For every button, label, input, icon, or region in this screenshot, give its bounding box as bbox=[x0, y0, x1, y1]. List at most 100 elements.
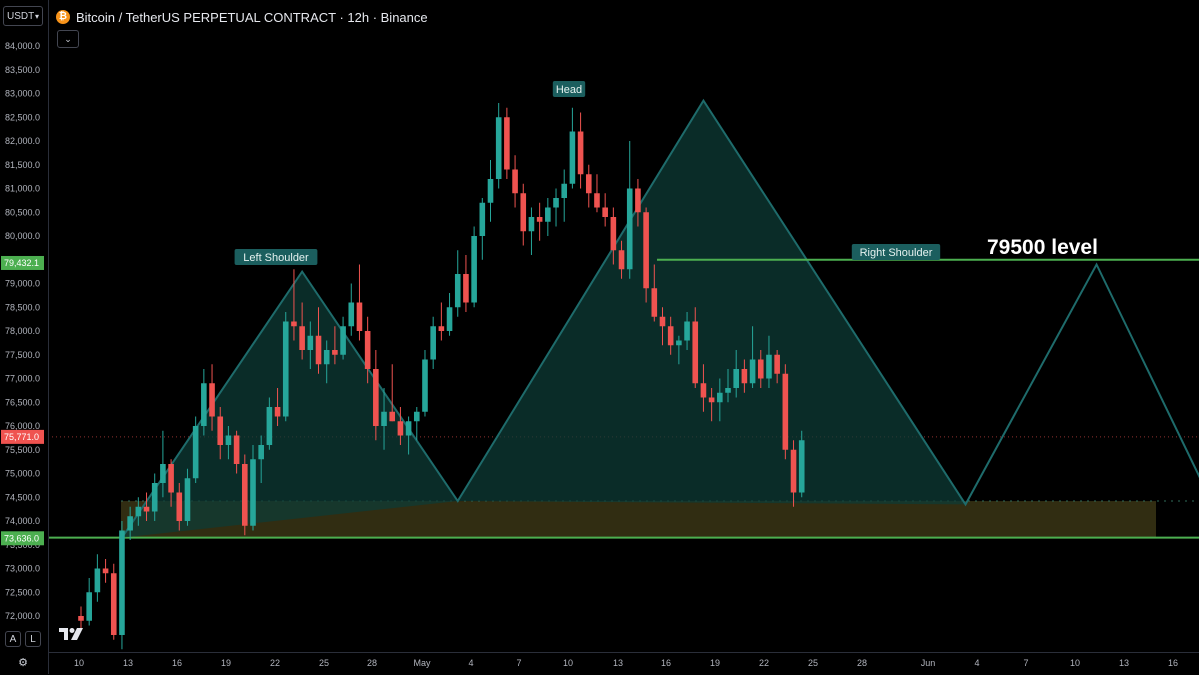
price-tag-bg bbox=[1, 531, 44, 546]
symbol-title: ₿ Bitcoin / TetherUS PERPETUAL CONTRACT … bbox=[56, 8, 428, 26]
time-tick-label: 28 bbox=[367, 658, 377, 668]
candle-body bbox=[110, 573, 117, 635]
price-tick-label: 83,000.0 bbox=[5, 89, 40, 99]
time-tick-label: 4 bbox=[468, 658, 473, 668]
candle-body bbox=[725, 388, 731, 393]
time-tick-label: 22 bbox=[270, 658, 280, 668]
candle-body bbox=[757, 359, 764, 379]
chevron-down-icon: ⌄ bbox=[64, 34, 72, 44]
candle-body bbox=[774, 354, 780, 374]
candle-body bbox=[635, 188, 641, 213]
price-tick-label: 83,500.0 bbox=[5, 65, 40, 75]
price-tick-label: 84,000.0 bbox=[5, 41, 40, 51]
time-tick-label: 16 bbox=[661, 658, 671, 668]
candle-body bbox=[790, 449, 797, 493]
price-tick-label: 75,000.0 bbox=[5, 469, 40, 479]
candle-body bbox=[495, 117, 502, 179]
candle-body bbox=[733, 369, 739, 388]
price-tick-label: 78,500.0 bbox=[5, 302, 40, 312]
price-tick-label: 72,500.0 bbox=[5, 587, 40, 597]
time-tick-label: 10 bbox=[74, 658, 84, 668]
symbol-title-text: Bitcoin / TetherUS PERPETUAL CONTRACT · … bbox=[76, 9, 428, 25]
candle-body bbox=[356, 302, 363, 331]
candle-body bbox=[585, 174, 592, 194]
candle-body bbox=[168, 464, 174, 493]
candle-body bbox=[487, 179, 494, 203]
candle-body bbox=[602, 207, 608, 217]
candle-body bbox=[192, 426, 199, 479]
candle-body bbox=[86, 592, 92, 621]
candle-body bbox=[446, 307, 453, 331]
head-fill bbox=[457, 100, 966, 505]
candle-body bbox=[692, 321, 699, 384]
candle-body bbox=[471, 236, 477, 303]
candle-body bbox=[798, 440, 805, 493]
price-tick-label: 82,500.0 bbox=[5, 112, 40, 122]
time-tick-label: 10 bbox=[1070, 658, 1080, 668]
candle-body bbox=[749, 359, 756, 384]
candle-body bbox=[463, 274, 469, 303]
candle-body bbox=[176, 492, 183, 521]
price-tick-label: 82,000.0 bbox=[5, 136, 40, 146]
candle-body bbox=[266, 407, 273, 445]
candle-body bbox=[643, 212, 649, 289]
log-scale-label: L bbox=[30, 634, 36, 645]
candle-body bbox=[274, 407, 281, 417]
candle-body bbox=[184, 478, 191, 521]
time-tick-label: 25 bbox=[319, 658, 329, 668]
candle-body bbox=[323, 350, 330, 365]
collapse-legend-button[interactable]: ⌄ bbox=[57, 30, 79, 48]
price-tag-label: 79,432.1 bbox=[4, 258, 39, 268]
time-tick-label: 10 bbox=[563, 658, 573, 668]
candle-body bbox=[364, 331, 371, 369]
time-tick-label: 13 bbox=[613, 658, 623, 668]
candle-body bbox=[225, 435, 232, 445]
candle-body bbox=[78, 616, 84, 621]
auto-scale-button[interactable]: A bbox=[5, 631, 21, 647]
log-scale-button[interactable]: L bbox=[25, 631, 41, 647]
candle-body bbox=[119, 530, 125, 635]
price-tag-bg bbox=[1, 255, 44, 270]
time-tick-label: 7 bbox=[1023, 658, 1028, 668]
candle-body bbox=[528, 217, 535, 232]
price-tick-label: 77,000.0 bbox=[5, 374, 40, 384]
candle-body bbox=[659, 316, 666, 327]
head-label: Head bbox=[556, 84, 582, 96]
candle-body bbox=[102, 568, 109, 574]
candle-body bbox=[708, 397, 715, 403]
candle-body bbox=[741, 369, 748, 384]
tradingview-logo bbox=[59, 628, 83, 640]
price-tick-label: 76,500.0 bbox=[5, 397, 40, 407]
candle-body bbox=[561, 183, 568, 198]
gear-icon[interactable]: ⚙ bbox=[18, 657, 28, 669]
level-annotation: 79500 level bbox=[987, 236, 1098, 259]
left-shoulder-label-bg bbox=[234, 249, 318, 265]
candle-body bbox=[389, 411, 396, 422]
candle-body bbox=[618, 250, 625, 270]
candle-body bbox=[282, 321, 289, 417]
price-tag-label: 75,771.0 bbox=[4, 432, 39, 442]
time-tick-label: 19 bbox=[710, 658, 720, 668]
price-tick-label: 79,000.0 bbox=[5, 279, 40, 289]
candle-body bbox=[373, 369, 379, 426]
candle-body bbox=[201, 383, 207, 426]
price-tick-label: 77,500.0 bbox=[5, 350, 40, 360]
head-label-bg bbox=[552, 81, 586, 97]
candle-body bbox=[512, 169, 518, 194]
price-tick-label: 73,000.0 bbox=[5, 564, 40, 574]
bitcoin-icon: ₿ bbox=[56, 10, 70, 24]
candle-body bbox=[94, 568, 101, 593]
currency-select[interactable]: USDT ▾ bbox=[3, 6, 43, 26]
candle-body bbox=[577, 131, 584, 175]
candle-body bbox=[430, 326, 436, 360]
price-tick-label: 76,000.0 bbox=[5, 421, 40, 431]
candle-body bbox=[209, 383, 215, 417]
candle-body bbox=[381, 411, 387, 426]
candle-body bbox=[684, 321, 690, 341]
right-shoulder-label: Right Shoulder bbox=[860, 247, 933, 259]
head-shoulders-pattern-line bbox=[121, 98, 1199, 539]
candle-body bbox=[258, 445, 264, 460]
time-tick-label: 13 bbox=[123, 658, 133, 668]
candle-body bbox=[766, 354, 772, 379]
